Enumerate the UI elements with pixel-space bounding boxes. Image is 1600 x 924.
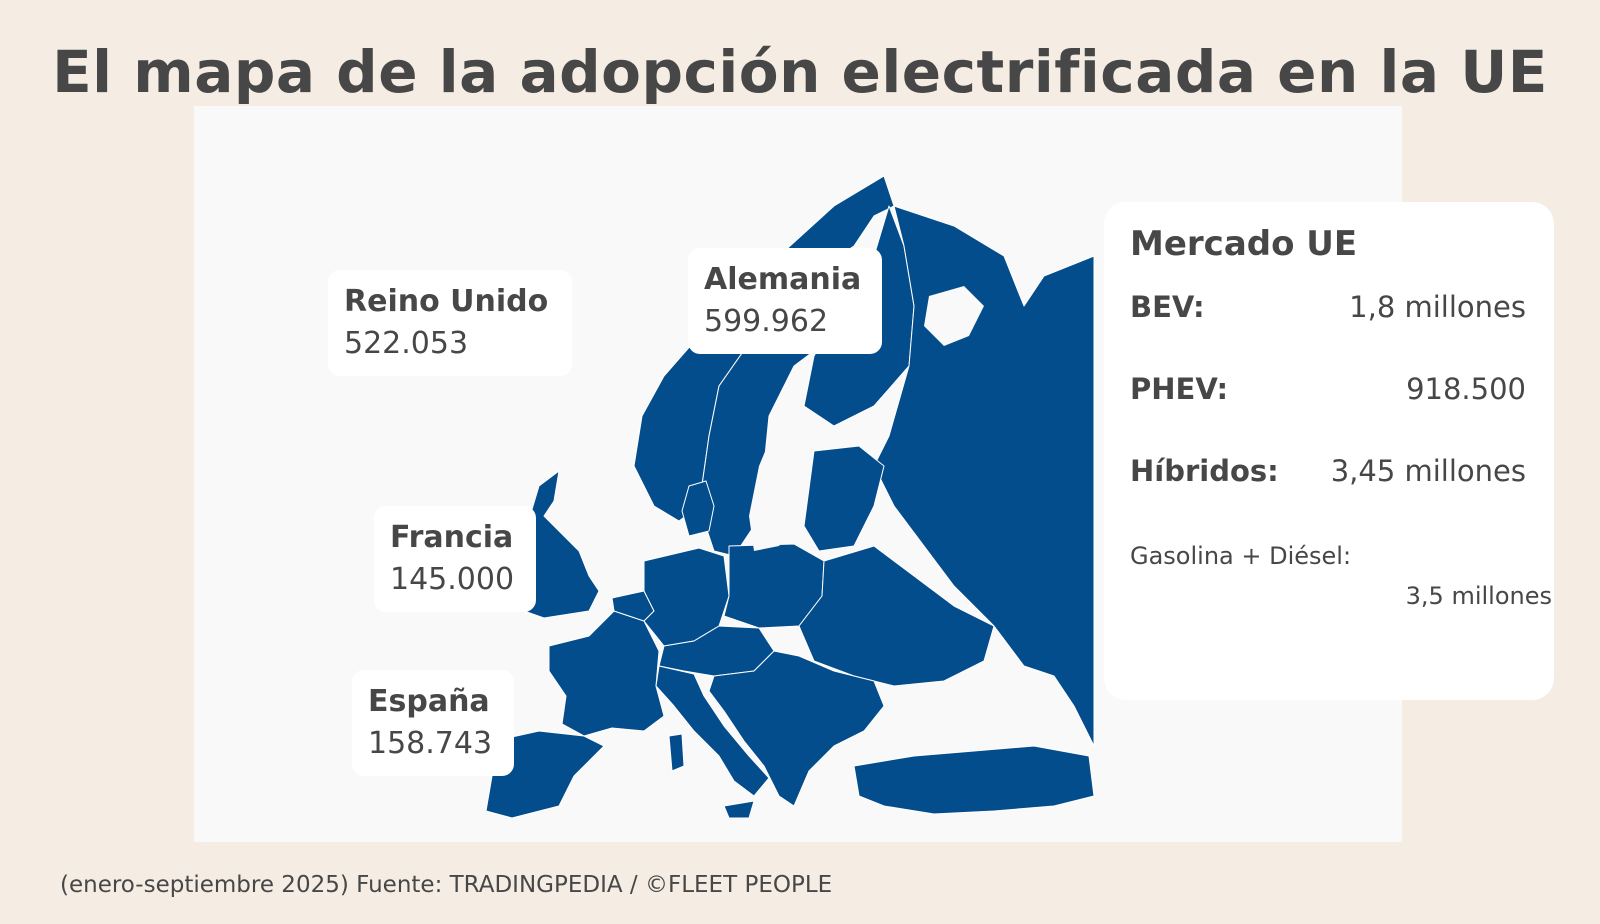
baltic-sea: [749, 406, 809, 551]
region-ukraine: [798, 545, 995, 687]
market-summary-card: Mercado UE BEV: 1,8 millones PHEV: 918.5…: [1104, 202, 1554, 700]
region-france: [548, 610, 665, 737]
country-label-espana: España 158.743: [352, 670, 514, 776]
fuel-label: Gasolina + Diésel:: [1130, 542, 1352, 570]
region-sicily: [723, 800, 755, 819]
market-row-value: 3,45 millones: [1330, 454, 1526, 488]
region-denmark: [681, 480, 715, 537]
market-row-label: Híbridos:: [1130, 454, 1279, 488]
country-value: 145.000: [390, 562, 515, 597]
country-value: 522.053: [344, 326, 469, 361]
country-name: Reino Unido: [344, 284, 549, 319]
white-sea: [924, 286, 984, 346]
country-name: España: [368, 684, 490, 719]
country-value: 599.962: [704, 304, 829, 339]
region-italy: [655, 665, 770, 797]
market-title: Mercado UE: [1130, 224, 1358, 264]
country-name: Alemania: [704, 262, 862, 297]
country-value: 158.743: [368, 726, 493, 761]
region-balkans: [708, 650, 885, 807]
country-label-reino-unido: Reino Unido 522.053: [328, 270, 572, 376]
region-sardinia: [668, 733, 685, 772]
market-row-label: BEV:: [1130, 290, 1205, 324]
source-footer: (enero-septiembre 2025) Fuente: TRADINGP…: [60, 872, 833, 898]
country-name: Francia: [390, 520, 514, 555]
page-title: El mapa de la adopción electrificada en …: [52, 38, 1548, 106]
fuel-value: 3,5 millones: [1405, 582, 1552, 610]
country-label-francia: Francia 145.000: [374, 506, 536, 612]
country-label-alemania: Alemania 599.962: [688, 248, 882, 354]
region-turkey: [853, 745, 1095, 815]
market-row-label: PHEV:: [1130, 372, 1229, 406]
europe-map: [481, 175, 1095, 819]
region-russia: [873, 205, 1095, 747]
black-sea: [894, 698, 1004, 751]
market-row-value: 1,8 millones: [1349, 290, 1526, 324]
region-iberia: [485, 730, 605, 819]
market-row-value: 918.500: [1406, 372, 1526, 406]
region-baltics: [803, 445, 885, 552]
